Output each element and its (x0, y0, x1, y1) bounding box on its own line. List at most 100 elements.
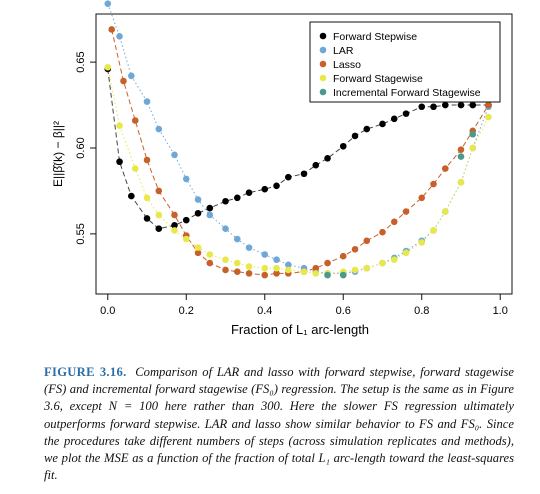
data-point-series-1 (273, 256, 280, 263)
data-point-series-0 (430, 103, 437, 111)
legend-marker (319, 32, 327, 40)
data-point-series-2 (273, 270, 280, 277)
data-point-series-0 (143, 215, 151, 222)
data-point-series-4 (469, 130, 477, 138)
data-point-series-0 (339, 142, 347, 150)
data-point-series-0 (324, 154, 331, 162)
data-point-series-1 (104, 0, 112, 7)
data-point-series-1 (261, 251, 269, 258)
data-point-series-0 (245, 189, 253, 196)
data-point-series-3 (206, 251, 214, 258)
data-point-series-0 (379, 120, 386, 128)
data-point-series-3 (104, 63, 112, 71)
data-point-series-0 (128, 192, 135, 200)
data-point-series-1 (285, 261, 292, 269)
data-point-series-2 (402, 208, 410, 215)
data-point-series-0 (116, 158, 123, 166)
data-point-series-4 (457, 153, 465, 160)
data-point-series-3 (143, 194, 151, 202)
data-point-series-1 (171, 151, 178, 159)
data-point-series-1 (245, 244, 253, 251)
data-point-series-3 (379, 259, 386, 267)
data-point-series-1 (143, 98, 151, 105)
data-point-series-2 (390, 218, 398, 226)
y-axis: 0.55 0.60 0.65 (75, 51, 96, 245)
data-point-series-0 (171, 221, 178, 229)
data-point-series-3 (441, 208, 449, 215)
data-point-series-3 (155, 211, 163, 219)
data-point-series-3 (233, 259, 241, 267)
data-point-series-2 (194, 249, 202, 257)
data-point-series-3 (245, 263, 253, 270)
series-points (104, 0, 492, 279)
data-point-series-3 (485, 113, 492, 121)
data-point-series-4 (324, 271, 331, 279)
data-point-series-2 (233, 268, 241, 275)
legend-label: Lasso (333, 59, 361, 71)
legend-label: Forward Stepwise (333, 31, 417, 43)
data-point-series-0 (261, 185, 269, 193)
data-point-series-0 (402, 110, 410, 117)
legend-marker (319, 88, 327, 96)
data-point-series-0 (285, 173, 292, 181)
data-point-series-3 (390, 256, 398, 263)
data-point-series-3 (194, 244, 202, 251)
data-point-series-2 (206, 259, 214, 267)
data-point-series-2 (457, 146, 465, 154)
data-point-series-2 (485, 101, 492, 109)
data-point-series-1 (233, 235, 241, 243)
data-point-series-2 (245, 270, 253, 277)
y-tick-label: 0.60 (75, 137, 87, 158)
data-point-series-2 (418, 194, 426, 202)
legend-marker (319, 46, 327, 54)
y-tick-label: 0.65 (75, 51, 87, 72)
data-point-series-0 (194, 209, 202, 217)
legend-box (309, 21, 501, 103)
x-tick-label: 0.4 (257, 305, 272, 317)
data-point-series-2 (324, 259, 331, 267)
x-tick-label: 0.2 (179, 305, 194, 317)
x-tick-label: 0.0 (100, 305, 115, 317)
data-point-series-2 (441, 165, 449, 172)
data-point-series-2 (363, 237, 371, 245)
data-point-series-3 (402, 249, 410, 257)
data-point-series-4 (339, 271, 347, 279)
data-point-series-0 (457, 101, 465, 109)
data-point-series-2 (131, 117, 139, 124)
data-point-series-3 (285, 266, 292, 274)
data-point-series-0 (469, 101, 477, 109)
data-point-series-3 (222, 256, 229, 263)
data-point-series-1 (155, 125, 163, 133)
x-tick-label: 1.0 (493, 305, 508, 317)
data-point-series-2 (120, 77, 127, 85)
caption-label: FIGURE 3.16. (44, 365, 127, 379)
legend-marker (319, 60, 327, 68)
data-point-series-3 (116, 122, 123, 129)
data-point-series-3 (312, 270, 320, 277)
data-point-series-0 (441, 101, 449, 109)
data-point-series-0 (182, 216, 190, 224)
data-point-series-2 (261, 271, 269, 279)
data-point-series-3 (131, 165, 139, 172)
x-axis-label: Fraction of L₁ arc-length (231, 322, 369, 337)
data-point-series-0 (273, 182, 280, 190)
data-point-series-2 (339, 252, 347, 260)
data-point-series-3 (363, 264, 371, 272)
y-tick-label: 0.55 (75, 223, 87, 244)
legend-label: Incremental Forward Stagewise (333, 87, 481, 99)
data-point-series-2 (171, 211, 178, 219)
x-tick-label: 0.8 (414, 305, 429, 317)
data-point-series-3 (171, 227, 178, 234)
series-line-1 (107, 3, 489, 274)
data-point-series-1 (182, 175, 190, 183)
legend-label: LAR (333, 45, 354, 57)
data-point-series-2 (312, 264, 320, 272)
data-point-series-2 (108, 26, 115, 33)
data-point-series-1 (128, 72, 135, 80)
data-point-series-3 (469, 144, 477, 152)
data-point-series-0 (300, 170, 308, 178)
data-point-series-3 (351, 266, 359, 274)
data-point-series-3 (273, 264, 280, 272)
data-point-series-3 (300, 268, 308, 275)
data-point-series-2 (430, 180, 437, 188)
